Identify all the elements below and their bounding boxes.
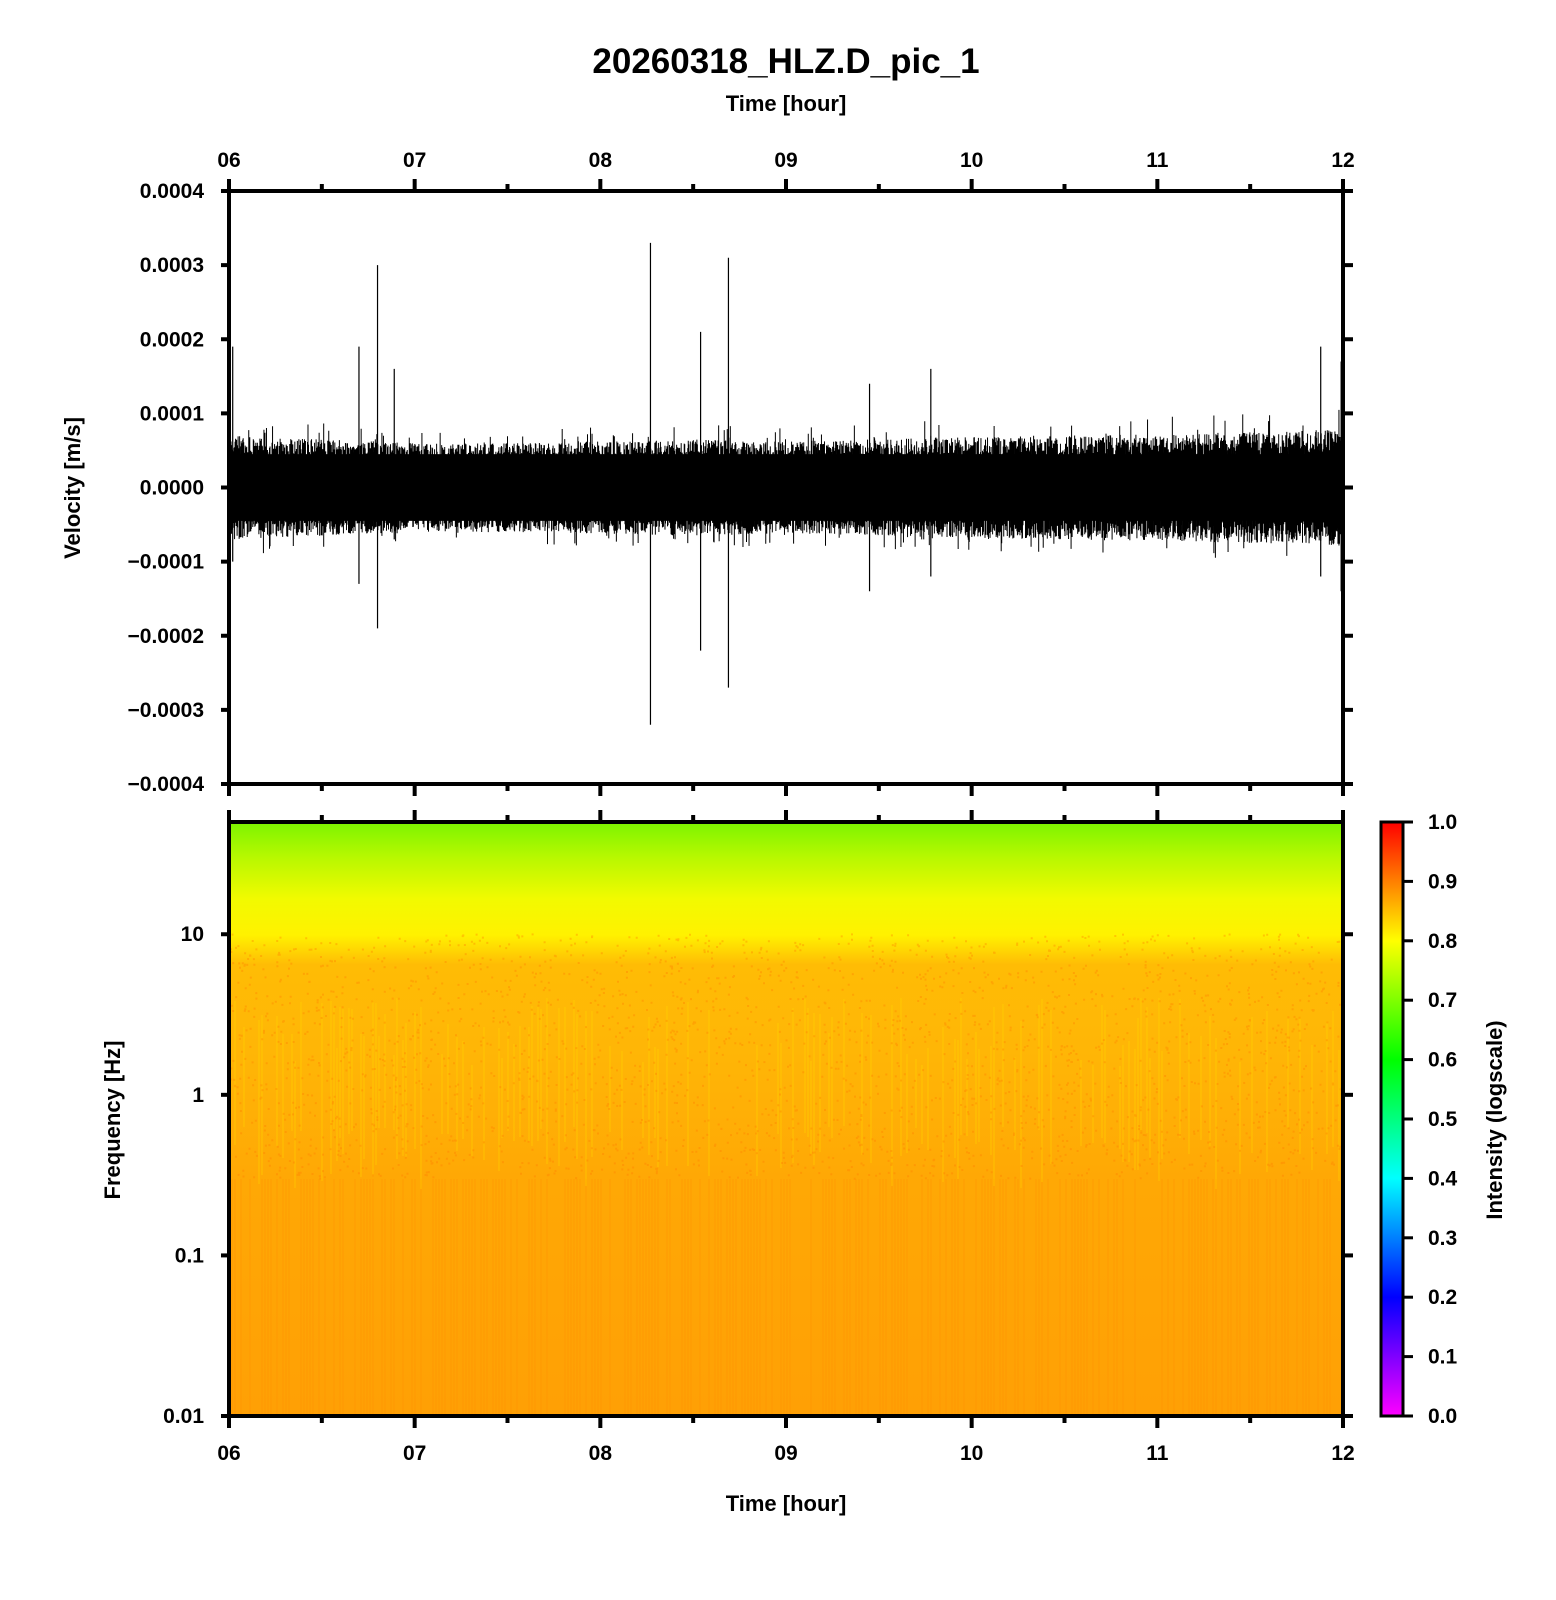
waveform-y-tick-label: 0.0003 xyxy=(140,254,204,277)
top-x-tick-label: 08 xyxy=(589,149,613,172)
spectrogram-mid-columns xyxy=(234,998,1340,1189)
spectrogram-x-ticks: 06 07 08 09 10 11 12 xyxy=(217,810,1355,1465)
colorbar-tick-label: 0.9 xyxy=(1428,870,1457,893)
colorbar-tick-label: 0.7 xyxy=(1428,989,1457,1012)
colorbar-tick-label: 0.5 xyxy=(1428,1108,1458,1131)
colorbar: 1.0 0.9 0.8 0.7 0.6 0.5 0.4 0.3 0.2 0.1 0.0 Intens… xyxy=(1379,811,1507,1428)
spectrogram-y-tick-label: 1 xyxy=(192,1084,204,1107)
spectrogram-x-tick-label: 06 xyxy=(217,1442,240,1465)
waveform-y-tick-label: −0.0002 xyxy=(128,625,205,648)
top-x-tick-label: 09 xyxy=(774,149,797,172)
colorbar-label: Intensity (logscale) xyxy=(1482,1020,1507,1219)
spectrogram-x-axis-label: Time [hour] xyxy=(726,1491,847,1516)
spectrogram-y-tick-label: 0.1 xyxy=(175,1244,205,1267)
waveform-top-ticks: 06 07 08 09 10 11 12 xyxy=(217,149,1355,796)
colorbar-tick-label: 0.1 xyxy=(1428,1346,1458,1369)
waveform-y-tick-label: 0.0000 xyxy=(140,477,204,500)
spectrogram-y-ticks: 10 1 0.1 0.01 xyxy=(163,923,1353,1428)
colorbar-tick-label: 0.4 xyxy=(1428,1167,1458,1190)
top-x-tick-label: 07 xyxy=(403,149,426,172)
colorbar-tick-label: 0.3 xyxy=(1428,1227,1457,1250)
colorbar-gradient xyxy=(1379,820,1405,1418)
spectrogram-x-tick-label: 08 xyxy=(589,1442,613,1465)
spectrogram-y-axis-label: Frequency [Hz] xyxy=(100,1041,125,1200)
colorbar-tick-label: 0.0 xyxy=(1428,1405,1457,1428)
waveform-y-tick-label: 0.0001 xyxy=(140,402,205,425)
spectrogram-y-tick-label: 0.01 xyxy=(163,1405,204,1428)
top-x-tick-label: 10 xyxy=(960,149,983,172)
colorbar-tick-label: 1.0 xyxy=(1428,811,1457,834)
spectrogram-x-tick-label: 11 xyxy=(1146,1442,1169,1465)
waveform-y-tick-label: 0.0002 xyxy=(140,328,204,351)
waveform-plot-area xyxy=(229,242,1343,725)
spectrogram-x-tick-label: 09 xyxy=(774,1442,797,1465)
top-x-tick-label: 11 xyxy=(1146,149,1169,172)
waveform-y-tick-label: −0.0004 xyxy=(128,773,205,796)
colorbar-tick-label: 0.8 xyxy=(1428,930,1458,953)
top-x-axis-label: Time [hour] xyxy=(726,91,847,116)
spectrogram-speckle xyxy=(229,933,1343,1180)
spectrogram-low-columns xyxy=(231,1179,1343,1416)
waveform-panel: 06 07 08 09 10 11 12 0.00040.00030.00020.00010… xyxy=(60,149,1355,796)
waveform-y-tick-label: −0.0001 xyxy=(128,551,205,574)
spectrogram-panel: 06 07 08 09 10 11 12 10 1 0.1 0.01 Time [hour] Fr… xyxy=(100,810,1355,1516)
colorbar-ticks: 1.0 0.9 0.8 0.7 0.6 0.5 0.4 0.3 0.2 0.1 0.0 xyxy=(1403,811,1458,1428)
spectrogram-x-tick-label: 12 xyxy=(1331,1442,1354,1465)
waveform-y-tick-label: −0.0003 xyxy=(128,699,205,722)
waveform-dense-core xyxy=(229,454,1343,521)
waveform-y-axis-label: Velocity [m/s] xyxy=(60,417,85,559)
spectrogram-image xyxy=(229,822,1343,1416)
spectrogram-x-tick-label: 07 xyxy=(403,1442,426,1465)
colorbar-tick-label: 0.2 xyxy=(1428,1286,1457,1309)
figure-title: 20260318_HLZ.D_pic_1 xyxy=(592,42,979,81)
spectrogram-texture xyxy=(229,933,1343,1416)
colorbar-tick-label: 0.6 xyxy=(1428,1049,1457,1072)
waveform-y-ticks: 0.0004 0.0003 0.0002 0.0001 0.0000 −0.0001 −0.… xyxy=(128,180,1353,796)
spectrogram-x-tick-label: 10 xyxy=(960,1442,983,1465)
spectrogram-y-tick-label: 10 xyxy=(181,923,204,946)
top-x-tick-label: 12 xyxy=(1331,149,1354,172)
waveform-y-tick-label: 0.0004 xyxy=(140,180,205,203)
top-x-tick-label: 06 xyxy=(217,149,240,172)
